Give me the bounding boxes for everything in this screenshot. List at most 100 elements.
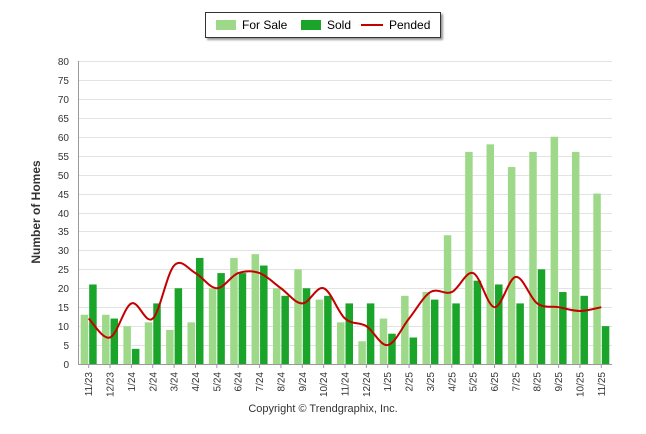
y-tick-label-75: 75	[58, 76, 70, 87]
x-tick-label-1-24: 1/24	[127, 372, 138, 392]
x-tick-label-9-25: 9/25	[554, 372, 565, 392]
y-tick-label-80: 80	[58, 57, 70, 68]
legend-swatch-for-sale	[216, 20, 236, 30]
bar-for-sale-3-25	[422, 292, 430, 364]
bar-sold-1-25	[388, 333, 396, 364]
bar-sold-2-24	[153, 303, 161, 364]
bar-sold-5-24	[217, 273, 225, 364]
bar-sold-8-25	[537, 269, 546, 364]
x-tick-label-8-25: 8/25	[533, 372, 544, 392]
bar-sold-11-24	[345, 303, 353, 364]
bar-for-sale-4-24	[187, 322, 195, 364]
legend-swatch-pended	[361, 24, 383, 26]
bar-for-sale-1-24	[123, 326, 131, 364]
y-tick-label-35: 35	[58, 227, 70, 238]
y-tick-label-20: 20	[58, 284, 70, 295]
legend-item-for-sale[interactable]: For Sale	[216, 13, 287, 37]
bar-sold-11-25	[601, 326, 610, 364]
legend-item-sold[interactable]: Sold	[301, 13, 351, 37]
x-tick-label-4-25: 4/25	[447, 372, 458, 392]
bar-sold-4-24	[195, 257, 204, 364]
x-tick-label-2-25: 2/25	[405, 372, 416, 392]
y-tick-label-15: 15	[58, 303, 70, 314]
bar-for-sale-7-24	[251, 254, 260, 364]
bar-sold-9-24	[302, 288, 311, 364]
y-tick-label-55: 55	[58, 152, 70, 163]
bar-sold-1-24	[131, 348, 140, 364]
y-axis-title: Number of Homes	[29, 160, 43, 264]
bar-for-sale-6-25	[486, 144, 495, 364]
y-tick-label-0: 0	[63, 360, 69, 371]
legend: For Sale Sold Pended	[205, 12, 441, 38]
bar-for-sale-10-25	[571, 151, 580, 364]
bar-sold-7-24	[260, 265, 268, 364]
bar-for-sale-9-25	[550, 136, 559, 364]
bar-for-sale-11-24	[337, 322, 345, 364]
x-tick-label-11-24: 11/24	[341, 372, 352, 397]
y-tick-label-10: 10	[58, 322, 70, 333]
legend-swatch-sold	[301, 20, 321, 30]
x-tick-label-3-25: 3/25	[426, 372, 437, 392]
y-tick-label-45: 45	[58, 190, 70, 201]
bar-sold-9-25	[559, 292, 567, 364]
y-tick-label-50: 50	[58, 171, 70, 182]
bar-sold-4-25	[452, 303, 460, 364]
bar-sold-12-23	[110, 318, 119, 364]
y-tick-label-60: 60	[58, 133, 70, 144]
copyright-footer: Copyright © Trendgraphix, Inc.	[248, 403, 398, 415]
bar-for-sale-8-24	[272, 288, 281, 364]
x-tick-label-3-24: 3/24	[170, 372, 181, 392]
bar-for-sale-12-23	[102, 314, 110, 364]
x-tick-label-5-24: 5/24	[212, 372, 223, 392]
bar-for-sale-7-25	[507, 167, 516, 364]
x-tick-label-2-24: 2/24	[148, 372, 159, 392]
bar-for-sale-9-24	[294, 269, 302, 364]
bar-for-sale-5-25	[465, 151, 473, 364]
bar-for-sale-1-25	[379, 318, 388, 364]
bar-sold-12-24	[366, 303, 375, 364]
x-tick-label-1-25: 1/25	[383, 372, 394, 392]
x-tick-label-7-25: 7/25	[511, 372, 522, 392]
x-tick-label-12-24: 12/24	[362, 372, 373, 397]
bar-sold-2-25	[409, 337, 418, 364]
bar-sold-6-25	[495, 284, 503, 364]
x-tick-label-5-25: 5/25	[469, 372, 480, 392]
y-tick-label-65: 65	[58, 114, 70, 125]
x-tick-label-10-25: 10/25	[575, 372, 586, 397]
bar-for-sale-3-24	[166, 329, 174, 364]
x-tick-label-6-25: 6/25	[490, 372, 501, 392]
x-tick-label-7-24: 7/24	[255, 372, 266, 392]
x-tick-label-8-24: 8/24	[276, 372, 287, 392]
x-tick-label-12-23: 12/23	[106, 372, 117, 397]
bar-for-sale-6-24	[230, 257, 238, 364]
bar-sold-6-24	[238, 273, 247, 364]
y-tick-label-40: 40	[58, 209, 70, 220]
y-tick-label-70: 70	[58, 95, 70, 106]
x-tick-label-11-25: 11/25	[597, 372, 608, 397]
bar-for-sale-4-25	[443, 235, 452, 364]
bar-for-sale-11-25	[593, 193, 601, 364]
bar-for-sale-5-24	[208, 288, 217, 364]
y-tick-label-25: 25	[58, 265, 70, 276]
x-tick-label-11-23: 11/23	[84, 372, 95, 397]
legend-label-pended: Pended	[389, 18, 431, 32]
x-tick-label-6-24: 6/24	[234, 372, 245, 392]
bar-for-sale-10-24	[315, 299, 324, 364]
bar-for-sale-11-23	[80, 314, 89, 364]
x-tick-label-4-24: 4/24	[191, 372, 202, 392]
y-tick-label-30: 30	[58, 246, 70, 257]
line-pended	[87, 261, 602, 347]
x-tick-label-9-24: 9/24	[298, 372, 309, 392]
legend-item-pended[interactable]: Pended	[361, 13, 430, 37]
bar-sold-11-23	[89, 284, 97, 364]
bar-for-sale-2-24	[144, 322, 153, 364]
bar-for-sale-2-25	[401, 295, 409, 364]
bar-sold-5-25	[473, 280, 482, 364]
bar-sold-10-25	[580, 295, 588, 364]
y-tick-label-5: 5	[63, 341, 69, 352]
bar-sold-3-24	[174, 288, 183, 364]
x-tick-label-10-24: 10/24	[319, 372, 330, 397]
bar-for-sale-12-24	[358, 341, 366, 364]
